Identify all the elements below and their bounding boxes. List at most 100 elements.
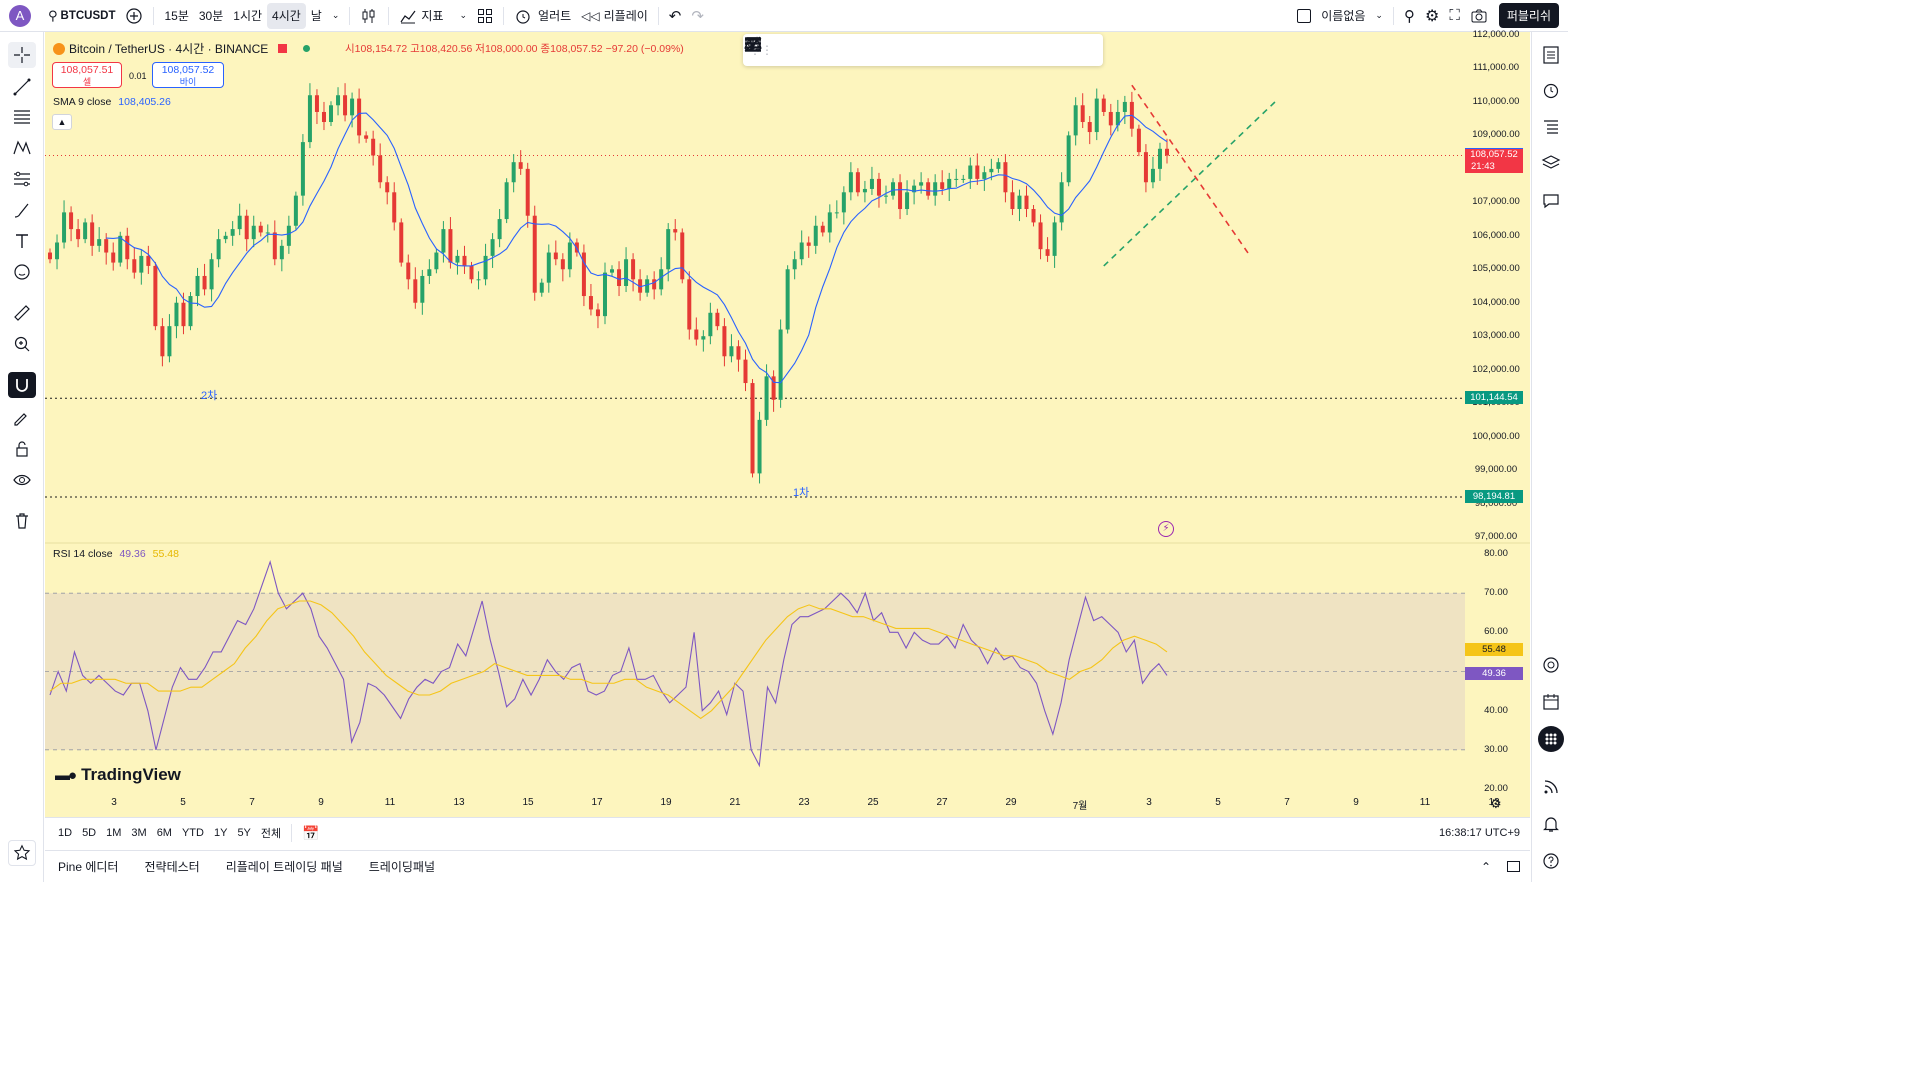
interval-day[interactable]: 날: [310, 9, 322, 23]
emoji-tool[interactable]: [8, 259, 36, 285]
indicators-icon: [400, 10, 416, 23]
buy-button[interactable]: 108,057.52 바이: [152, 62, 224, 88]
remove-drawings-tool[interactable]: [8, 508, 36, 534]
draw-rectangle-button[interactable]: [745, 36, 1044, 64]
trendline-tool[interactable]: [8, 74, 36, 100]
square-icon: [1297, 8, 1312, 23]
snapshot-button[interactable]: [1465, 3, 1493, 29]
settings-button[interactable]: ⚙: [1420, 3, 1444, 29]
goto-date-button[interactable]: 📅: [297, 825, 324, 842]
interval-1h[interactable]: 1시간: [233, 9, 263, 23]
chevron-up-icon[interactable]: ⌃: [1480, 859, 1491, 874]
tab-replay-trading-panel[interactable]: 리플레이 트레이딩 패널: [225, 860, 343, 874]
range-5d[interactable]: 5D: [82, 827, 97, 839]
candle-body: [329, 105, 334, 123]
range-5y[interactable]: 5Y: [237, 827, 251, 839]
replay-button[interactable]: ◁◁ 리플레이: [576, 3, 653, 29]
publish-button[interactable]: 퍼블리쉬: [1498, 3, 1559, 28]
hide-drawings-tool[interactable]: [8, 467, 36, 493]
time-tick-label: 7월: [1072, 801, 1088, 812]
range-1m[interactable]: 1M: [106, 827, 122, 839]
chart-canvas[interactable]: [45, 32, 1530, 817]
apps-button[interactable]: [1538, 726, 1564, 752]
high-value: 고108,420.56: [410, 43, 473, 55]
interval-15m[interactable]: 15분: [164, 9, 189, 23]
notifications-button[interactable]: [1538, 811, 1564, 837]
candle-body: [799, 242, 804, 260]
undo-button[interactable]: ↶: [664, 3, 687, 29]
range-1d[interactable]: 1D: [58, 827, 73, 839]
zoom-tool[interactable]: [8, 331, 36, 357]
ruler-tool[interactable]: [8, 300, 36, 326]
candle-body: [518, 162, 523, 169]
brush-tool[interactable]: [8, 197, 36, 223]
lock-drawing-tool[interactable]: [8, 405, 36, 431]
chart-area[interactable]: Bitcoin / TetherUS · 4시간 · BINANCE 시108,…: [45, 29, 1530, 817]
zoom-in-icon: [14, 336, 30, 352]
compare-symbol-button[interactable]: [120, 3, 148, 29]
candle-body: [504, 182, 509, 220]
range-3m[interactable]: 3M: [131, 827, 147, 839]
object-tree-button[interactable]: [1538, 114, 1564, 140]
redo-button[interactable]: ↷: [686, 3, 709, 29]
calendar-button[interactable]: [1538, 689, 1564, 715]
interval-4h[interactable]: 4시간: [267, 2, 306, 29]
candle-body: [146, 255, 151, 266]
range-ytd[interactable]: YTD: [181, 827, 204, 839]
draw-channel-button[interactable]: [745, 36, 869, 64]
tab-pine-editor[interactable]: Pine 에디터: [58, 860, 119, 874]
draw-range-button[interactable]: [745, 36, 1015, 64]
draw-pattern-button[interactable]: [744, 36, 927, 64]
chart-type-button[interactable]: [355, 3, 383, 29]
draw-trendline-button[interactable]: [745, 36, 810, 64]
user-avatar[interactable]: A: [9, 4, 31, 27]
layers-button[interactable]: [1538, 150, 1564, 176]
fib-tool[interactable]: [8, 104, 36, 130]
watchlist-button[interactable]: [1538, 42, 1564, 68]
maximize-panel-icon[interactable]: [1507, 861, 1520, 872]
rsi-legend[interactable]: RSI 14 close 49.36 55.48: [53, 548, 179, 560]
pattern-tool[interactable]: [8, 135, 36, 161]
indicators-button[interactable]: 지표 ⌄: [394, 3, 472, 29]
crosshair-tool[interactable]: [8, 42, 36, 68]
draw-hline-button[interactable]: [745, 36, 839, 64]
range-all[interactable]: 전체: [260, 828, 282, 840]
sma-legend[interactable]: SMA 9 close 108,405.26: [53, 96, 171, 108]
rsi-ma-value: 55.48: [152, 548, 179, 560]
sell-button[interactable]: 108,057.51 셀: [52, 62, 122, 88]
clock-timezone[interactable]: 16:38:17 UTC+9: [1438, 827, 1520, 839]
candle-body: [209, 259, 214, 290]
quick-search-button[interactable]: ⚲: [1399, 3, 1420, 29]
text-tool[interactable]: [8, 228, 36, 254]
candle-body: [1094, 98, 1099, 133]
tab-strategy-tester[interactable]: 전략테스터: [144, 860, 200, 874]
interval-dropdown[interactable]: ⌄: [327, 3, 345, 29]
alerts-button[interactable]: [1538, 77, 1564, 103]
text-format-button[interactable]: [746, 36, 1103, 64]
help-button[interactable]: [1538, 848, 1564, 874]
chats-button[interactable]: [1538, 188, 1564, 214]
alert-button[interactable]: 얼러트: [509, 3, 576, 29]
range-1y[interactable]: 1Y: [213, 827, 228, 839]
lock-all-tool[interactable]: [8, 436, 36, 462]
layouts-button[interactable]: [472, 3, 498, 29]
symbol-search-button[interactable]: ⚲ BTCUSDT: [43, 3, 120, 29]
fullscreen-button[interactable]: ⛶: [1444, 3, 1465, 29]
axis-settings-gear-icon[interactable]: ⚙: [1490, 796, 1502, 811]
draw-text-button[interactable]: [747, 36, 1073, 64]
interval-30m[interactable]: 30분: [198, 9, 224, 23]
layout-name-button[interactable]: 이름없음 ⌄: [1292, 3, 1388, 29]
text-icon: [16, 234, 28, 248]
tab-trading-panel[interactable]: 트레이딩패널: [368, 860, 436, 874]
watchlist-star-button[interactable]: [8, 840, 36, 866]
draw-elliott-button[interactable]: [744, 36, 956, 64]
draw-parallel-button[interactable]: [745, 36, 986, 64]
draw-fib-button[interactable]: [744, 36, 898, 64]
magnet-tool[interactable]: [8, 372, 36, 398]
forecast-tool[interactable]: [8, 166, 36, 192]
collapse-legend-button[interactable]: ▲: [52, 114, 72, 130]
event-lightning-icon[interactable]: ⚡: [1158, 521, 1174, 537]
range-6m[interactable]: 6M: [156, 827, 172, 839]
news-stream-button[interactable]: [1538, 774, 1564, 800]
screener-button[interactable]: [1538, 652, 1564, 678]
